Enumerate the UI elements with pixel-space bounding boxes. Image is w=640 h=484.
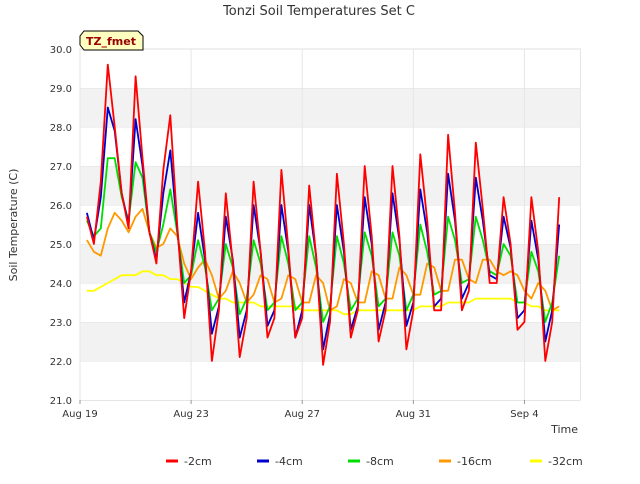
series-line-16cm bbox=[86, 207, 560, 312]
y-tick-labels: 21.0 22.0 23.0 24.0 25.0 26.0 27.0 28.0 29.0 30.0 bbox=[50, 45, 72, 407]
x-tick-label: Aug 31 bbox=[396, 409, 431, 420]
chart-title: Tonzi Soil Temperatures Set C bbox=[222, 4, 415, 19]
grid-band bbox=[80, 127, 580, 166]
series-line-32cm bbox=[86, 270, 560, 316]
grid-band bbox=[80, 322, 580, 361]
y-tick-label: 26.0 bbox=[50, 201, 72, 212]
series-line-8cm bbox=[86, 157, 561, 323]
grid-band bbox=[80, 361, 580, 400]
series-group bbox=[86, 63, 561, 366]
y-tick-label: 30.0 bbox=[50, 45, 72, 56]
x-tick-label: Sep 4 bbox=[510, 409, 538, 420]
x-tick-label: Aug 27 bbox=[285, 409, 320, 420]
y-tick-label: 25.0 bbox=[50, 240, 72, 251]
y-tick-label: 27.0 bbox=[50, 162, 72, 173]
y-tick-label: 24.0 bbox=[50, 279, 72, 290]
legend: -2cm -4cm -8cm -16cm -32cm bbox=[166, 455, 583, 468]
y-tick-label: 28.0 bbox=[50, 123, 72, 134]
legend-label: -4cm bbox=[275, 455, 303, 468]
annotation-box: TZ_fmet bbox=[79, 30, 144, 51]
annotation-shape bbox=[79, 30, 144, 51]
grid-band bbox=[80, 49, 580, 88]
x-axis-label: Time bbox=[550, 423, 578, 436]
x-tick-label: Aug 19 bbox=[62, 409, 97, 420]
legend-label: -8cm bbox=[366, 455, 394, 468]
y-tick-label: 21.0 bbox=[50, 396, 72, 407]
y-tick-label: 23.0 bbox=[50, 318, 72, 329]
y-axis-label: Soil Temperature (C) bbox=[7, 169, 20, 282]
x-tick-labels: Aug 19 Aug 23 Aug 27 Aug 31 Sep 4 bbox=[62, 400, 539, 420]
series-line-4cm bbox=[86, 106, 561, 351]
x-gridlines bbox=[79, 49, 525, 400]
annotation-label: TZ_fmet bbox=[86, 35, 136, 48]
y-tick-label: 22.0 bbox=[50, 357, 72, 368]
legend-label: -16cm bbox=[457, 455, 492, 468]
grid-band bbox=[80, 88, 580, 127]
legend-label: -32cm bbox=[548, 455, 583, 468]
series-line-2cm bbox=[86, 63, 561, 366]
grid-band bbox=[80, 166, 580, 205]
x-tick-label: Aug 23 bbox=[173, 409, 208, 420]
legend-label: -2cm bbox=[184, 455, 212, 468]
y-tick-label: 29.0 bbox=[50, 84, 72, 95]
